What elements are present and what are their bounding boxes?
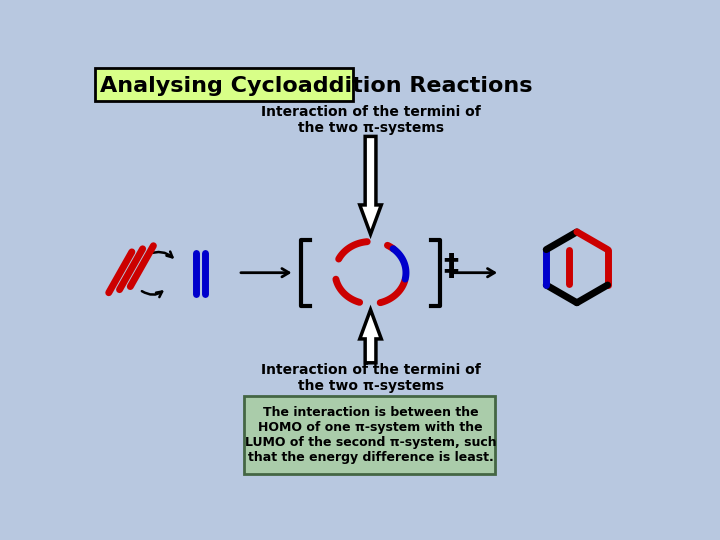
Text: Interaction of the termini of
the two π-systems: Interaction of the termini of the two π-… [261,105,480,135]
Polygon shape [360,309,382,363]
Text: Interaction of the termini of
the two π-systems: Interaction of the termini of the two π-… [261,363,480,393]
FancyBboxPatch shape [244,396,495,475]
FancyBboxPatch shape [95,68,353,101]
Polygon shape [360,137,382,234]
Text: Analysing Cycloaddition Reactions: Analysing Cycloaddition Reactions [99,76,532,96]
Text: ‡: ‡ [443,252,458,281]
Text: The interaction is between the
HOMO of one π-system with the
LUMO of the second : The interaction is between the HOMO of o… [245,406,496,464]
